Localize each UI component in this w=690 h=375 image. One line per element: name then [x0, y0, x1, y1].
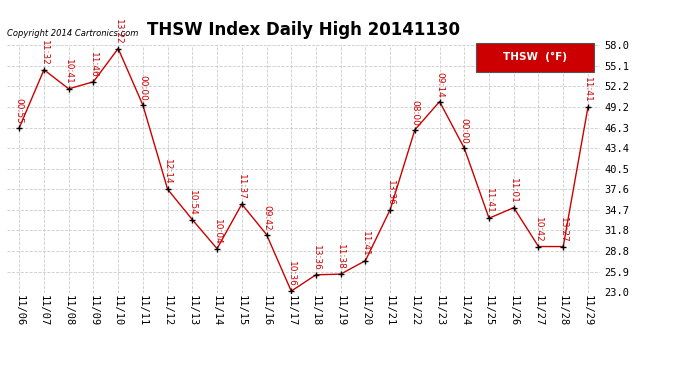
Text: 11:41: 11:41: [584, 77, 593, 103]
Text: 13:22: 13:22: [114, 19, 123, 44]
FancyBboxPatch shape: [475, 42, 594, 72]
Text: 08:00: 08:00: [411, 100, 420, 126]
Text: 13:27: 13:27: [559, 217, 568, 242]
Text: 11:41: 11:41: [361, 231, 370, 256]
Text: 00:55: 00:55: [14, 98, 23, 124]
Text: 09:14: 09:14: [435, 72, 444, 98]
Text: 11:46: 11:46: [89, 52, 98, 78]
Text: 00:00: 00:00: [139, 75, 148, 101]
Text: 09:42: 09:42: [262, 205, 271, 230]
Text: 10:04: 10:04: [213, 219, 221, 245]
Text: 10:42: 10:42: [534, 217, 543, 242]
Text: THSW Index Daily High 20141130: THSW Index Daily High 20141130: [147, 21, 460, 39]
Text: 11:41: 11:41: [484, 188, 493, 214]
Text: THSW  (°F): THSW (°F): [503, 53, 567, 62]
Text: 10:36: 10:36: [287, 261, 296, 287]
Text: 11:01: 11:01: [509, 178, 518, 204]
Text: 12:14: 12:14: [163, 159, 172, 185]
Text: 00:00: 00:00: [460, 118, 469, 144]
Text: 10:54: 10:54: [188, 190, 197, 216]
Text: 10:41: 10:41: [64, 59, 73, 85]
Text: 13:36: 13:36: [386, 180, 395, 206]
Text: Copyright 2014 Cartronics.com: Copyright 2014 Cartronics.com: [7, 28, 138, 38]
Text: 11:32: 11:32: [39, 40, 48, 66]
Text: 11:37: 11:37: [237, 174, 246, 200]
Text: 11:38: 11:38: [336, 244, 345, 270]
Text: 13:36: 13:36: [311, 245, 320, 271]
